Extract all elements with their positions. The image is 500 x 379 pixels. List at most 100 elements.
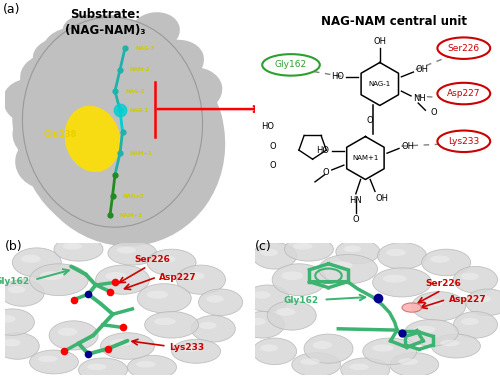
Ellipse shape [466,289,500,315]
Ellipse shape [40,165,100,213]
Ellipse shape [62,15,112,48]
Ellipse shape [344,246,361,252]
Text: Gly162: Gly162 [275,60,307,69]
Ellipse shape [336,240,380,264]
Ellipse shape [304,334,353,363]
Ellipse shape [432,334,480,358]
Ellipse shape [54,237,103,261]
Ellipse shape [199,322,216,329]
Ellipse shape [0,280,44,306]
Ellipse shape [253,291,270,299]
Ellipse shape [191,315,236,342]
Ellipse shape [398,358,418,365]
Ellipse shape [341,358,390,379]
Ellipse shape [110,339,132,346]
Ellipse shape [474,295,491,302]
Text: Ser226: Ser226 [134,255,170,264]
Ellipse shape [438,38,490,59]
Ellipse shape [135,163,195,206]
Ellipse shape [154,318,176,325]
Text: NAG-1: NAG-1 [368,81,391,87]
Ellipse shape [318,255,378,283]
Text: OH: OH [375,194,388,203]
Text: NAG+2: NAG+2 [122,194,144,199]
Ellipse shape [284,237,334,261]
Text: Asp227: Asp227 [448,295,486,304]
Text: OH: OH [374,37,386,46]
Ellipse shape [108,241,157,265]
Text: NH: NH [414,94,426,103]
Ellipse shape [130,12,180,51]
Ellipse shape [461,318,479,325]
Ellipse shape [350,363,369,370]
Ellipse shape [21,255,40,263]
Ellipse shape [146,291,169,299]
Ellipse shape [300,358,320,365]
Ellipse shape [20,53,80,96]
Ellipse shape [414,326,436,333]
Ellipse shape [136,40,204,90]
Text: NAG-NAM central unit: NAG-NAM central unit [321,15,467,28]
Ellipse shape [438,130,490,152]
Ellipse shape [262,54,320,76]
Text: Glu138: Glu138 [44,130,76,139]
Text: Asp227: Asp227 [447,89,480,98]
Ellipse shape [96,265,150,294]
Ellipse shape [421,299,443,307]
Ellipse shape [30,264,88,296]
Ellipse shape [245,285,290,312]
Ellipse shape [158,122,202,170]
Ellipse shape [49,321,98,350]
Text: O: O [323,168,330,177]
Ellipse shape [422,249,470,276]
Ellipse shape [116,247,136,254]
Ellipse shape [412,292,466,321]
Ellipse shape [0,309,34,335]
Ellipse shape [378,243,426,269]
Ellipse shape [144,312,199,338]
Ellipse shape [329,262,352,269]
Ellipse shape [100,333,154,359]
Ellipse shape [78,358,128,379]
Ellipse shape [136,361,156,368]
Ellipse shape [172,340,220,363]
Text: O: O [352,215,359,224]
Ellipse shape [454,312,498,338]
Ellipse shape [12,248,62,277]
Text: NAG-1: NAG-1 [130,108,150,113]
Ellipse shape [150,86,200,129]
Ellipse shape [58,328,78,336]
Text: Ser226: Ser226 [426,279,462,288]
Ellipse shape [3,79,67,127]
Ellipse shape [252,338,296,365]
Ellipse shape [372,345,394,352]
Ellipse shape [282,271,303,280]
Ellipse shape [292,352,341,377]
Ellipse shape [168,94,222,151]
Text: Gly162: Gly162 [284,296,318,305]
Ellipse shape [105,184,165,227]
Ellipse shape [113,26,172,66]
Ellipse shape [87,363,106,370]
Ellipse shape [18,17,208,237]
Ellipse shape [128,356,176,379]
Ellipse shape [248,318,266,325]
Ellipse shape [0,315,16,323]
Ellipse shape [70,184,130,227]
Ellipse shape [0,333,40,359]
Ellipse shape [386,249,406,256]
Text: Lys233: Lys233 [448,137,480,146]
Text: (a): (a) [2,3,20,16]
Ellipse shape [62,243,82,249]
Ellipse shape [25,36,225,246]
Ellipse shape [158,67,222,115]
Text: HN: HN [350,196,362,205]
Ellipse shape [206,295,224,302]
Text: NAM+3: NAM+3 [120,213,143,218]
Ellipse shape [260,345,278,352]
Ellipse shape [260,249,278,256]
Text: NAM+1: NAM+1 [352,155,378,161]
Ellipse shape [40,74,90,113]
Ellipse shape [176,265,226,294]
Ellipse shape [12,110,62,158]
